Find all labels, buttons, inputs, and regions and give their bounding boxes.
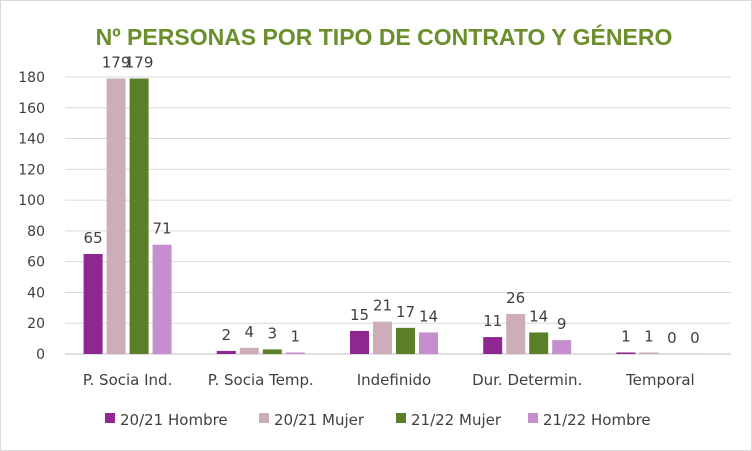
- data-label: 0: [667, 329, 677, 347]
- bar: [552, 340, 572, 354]
- data-label: 1: [291, 327, 301, 345]
- legend: 20/21 Hombre 20/21 Mujer 21/22 Mujer 21/22 …: [105, 411, 651, 429]
- bar: [419, 332, 438, 354]
- bar: [129, 78, 149, 355]
- bar: [262, 349, 282, 354]
- bar: [483, 337, 503, 354]
- data-label: 179: [102, 54, 131, 72]
- data-label: 4: [245, 323, 255, 341]
- legend-swatch: [105, 413, 115, 423]
- legend-label: 21/22 Hombre: [543, 411, 651, 429]
- data-label: 15: [350, 306, 369, 324]
- bar: [239, 347, 259, 354]
- data-label: 14: [419, 307, 438, 325]
- y-tick-label: 20: [27, 316, 45, 332]
- chart-title: Nº PERSONAS POR TIPO DE CONTRATO Y GÉNER…: [96, 23, 673, 50]
- bar: [373, 321, 392, 354]
- data-label: 3: [268, 324, 278, 342]
- bar: [216, 350, 236, 354]
- legend-swatch: [259, 413, 269, 423]
- legend-label: 20/21 Hombre: [120, 411, 228, 429]
- data-label: 1: [621, 327, 631, 345]
- legend-swatch: [528, 413, 538, 423]
- bar: [285, 352, 305, 354]
- data-label: 1: [644, 327, 654, 345]
- data-label: 2: [222, 326, 232, 344]
- data-label: 21: [373, 297, 392, 315]
- bar: [506, 313, 526, 354]
- data-label: 65: [84, 229, 103, 247]
- bar: [616, 352, 636, 354]
- y-tick-label: 180: [18, 70, 45, 86]
- bar: [529, 332, 549, 354]
- data-label: 179: [125, 54, 154, 72]
- bar: [83, 253, 103, 354]
- y-tick-label: 80: [27, 224, 45, 240]
- data-label: 26: [506, 289, 525, 307]
- legend-label: 21/22 Mujer: [411, 411, 502, 429]
- y-tick-label: 60: [27, 255, 45, 271]
- legend-label: 20/21 Mujer: [274, 411, 365, 429]
- data-label: 11: [483, 312, 502, 330]
- data-label: 14: [529, 307, 548, 325]
- y-tick-label: 0: [36, 347, 45, 363]
- legend-swatch: [396, 413, 406, 423]
- y-axis: 0 20 40 60 80 100 120 140 160 180: [18, 70, 45, 363]
- y-tick-label: 100: [18, 193, 45, 209]
- category-label: Dur. Determin.: [472, 371, 582, 389]
- bar: [350, 330, 369, 354]
- bar: [152, 244, 172, 354]
- category-label: P. Socia Temp.: [208, 371, 314, 389]
- y-tick-label: 120: [18, 162, 45, 178]
- y-tick-label: 140: [18, 132, 45, 148]
- category-label: Indefinido: [357, 371, 432, 389]
- bar: [396, 327, 415, 354]
- data-label: 9: [557, 315, 567, 333]
- category-label: Temporal: [625, 371, 695, 389]
- x-axis: P. Socia Ind. P. Socia Temp. Indefinido Dur…: [83, 371, 695, 389]
- y-tick-label: 160: [18, 101, 45, 117]
- category-label: P. Socia Ind.: [83, 371, 173, 389]
- data-label: 0: [690, 329, 700, 347]
- bar: [639, 352, 659, 354]
- data-label: 71: [153, 220, 172, 238]
- y-tick-label: 40: [27, 285, 45, 301]
- data-label: 17: [396, 303, 415, 321]
- gridlines: [65, 76, 731, 355]
- bar: [106, 78, 126, 355]
